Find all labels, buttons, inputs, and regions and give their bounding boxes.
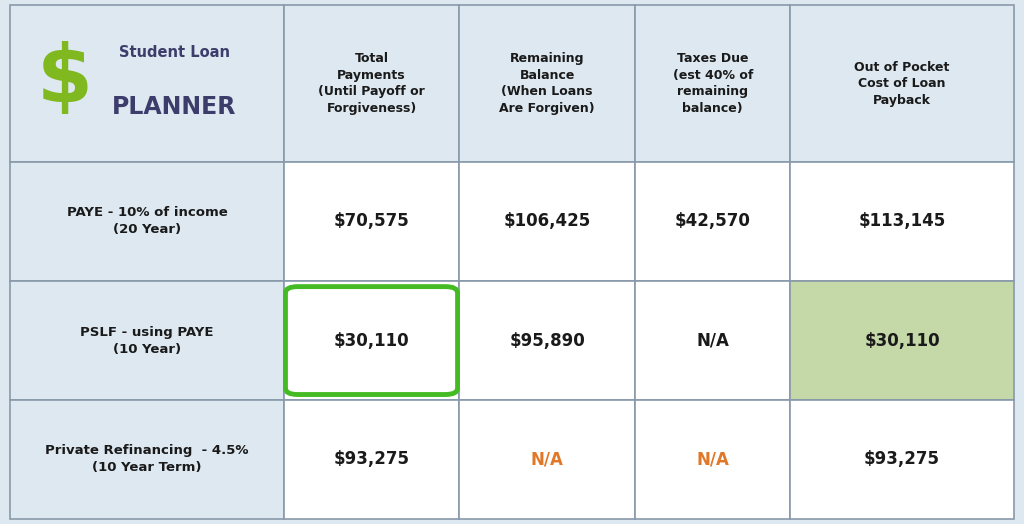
Bar — [791, 400, 1014, 519]
Text: Private Refinancing  - 4.5%
(10 Year Term): Private Refinancing - 4.5% (10 Year Term… — [45, 444, 249, 474]
Bar — [460, 400, 635, 519]
Text: Remaining
Balance
(When Loans
Are Forgiven): Remaining Balance (When Loans Are Forgiv… — [500, 52, 595, 115]
Bar — [635, 5, 791, 162]
Text: $95,890: $95,890 — [509, 332, 585, 350]
Text: $: $ — [37, 41, 93, 119]
Text: Total
Payments
(Until Payoff or
Forgiveness): Total Payments (Until Payoff or Forgiven… — [318, 52, 425, 115]
Bar — [791, 5, 1014, 162]
Text: $106,425: $106,425 — [504, 212, 591, 231]
Text: PLANNER: PLANNER — [113, 95, 237, 119]
Text: Student Loan: Student Loan — [119, 45, 229, 60]
Bar — [635, 400, 791, 519]
Text: $70,575: $70,575 — [334, 212, 410, 231]
Text: $113,145: $113,145 — [858, 212, 946, 231]
Bar — [791, 281, 1014, 400]
Text: N/A: N/A — [696, 451, 729, 468]
Bar — [635, 162, 791, 281]
Bar — [460, 5, 635, 162]
Bar — [284, 162, 460, 281]
Bar — [10, 400, 284, 519]
Bar — [284, 400, 460, 519]
Text: Taxes Due
(est 40% of
remaining
balance): Taxes Due (est 40% of remaining balance) — [673, 52, 753, 115]
Bar — [10, 281, 284, 400]
Text: PSLF - using PAYE
(10 Year): PSLF - using PAYE (10 Year) — [80, 325, 214, 356]
Text: N/A: N/A — [696, 332, 729, 350]
Bar — [460, 281, 635, 400]
Bar — [460, 162, 635, 281]
Text: $30,110: $30,110 — [864, 332, 940, 350]
Bar — [284, 281, 460, 400]
Text: $93,275: $93,275 — [334, 451, 410, 468]
Text: $42,570: $42,570 — [675, 212, 751, 231]
Bar — [791, 162, 1014, 281]
Bar — [635, 281, 791, 400]
Text: $93,275: $93,275 — [864, 451, 940, 468]
Bar — [10, 162, 284, 281]
Text: Out of Pocket
Cost of Loan
Payback: Out of Pocket Cost of Loan Payback — [854, 61, 950, 106]
Text: N/A: N/A — [530, 451, 563, 468]
Text: PAYE - 10% of income
(20 Year): PAYE - 10% of income (20 Year) — [67, 206, 227, 236]
Bar — [10, 5, 284, 162]
Bar — [284, 5, 460, 162]
Text: $30,110: $30,110 — [334, 332, 410, 350]
